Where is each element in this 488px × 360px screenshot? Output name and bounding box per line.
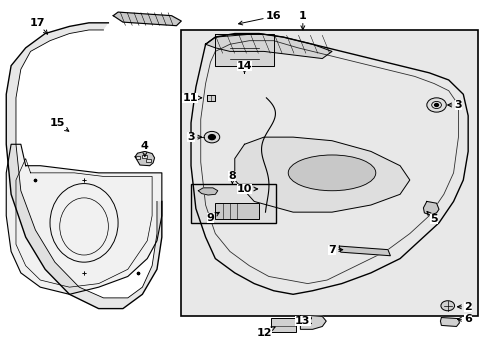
Circle shape xyxy=(426,98,446,112)
Circle shape xyxy=(434,104,438,107)
Polygon shape xyxy=(198,188,217,195)
Bar xyxy=(146,159,151,162)
Text: 12: 12 xyxy=(256,327,275,338)
Bar xyxy=(270,318,295,332)
Polygon shape xyxy=(440,318,458,327)
Polygon shape xyxy=(206,95,215,102)
Text: 9: 9 xyxy=(206,212,219,222)
Bar xyxy=(142,155,147,158)
Circle shape xyxy=(208,135,215,140)
Text: 8: 8 xyxy=(228,171,236,184)
Text: 10: 10 xyxy=(236,184,257,194)
Text: 5: 5 xyxy=(426,211,437,224)
Ellipse shape xyxy=(287,155,375,191)
Polygon shape xyxy=(423,202,438,215)
Circle shape xyxy=(440,301,454,311)
Circle shape xyxy=(203,131,219,143)
Bar xyxy=(181,30,477,316)
Polygon shape xyxy=(135,152,154,166)
Text: 4: 4 xyxy=(141,141,148,157)
Text: 16: 16 xyxy=(238,12,281,25)
Text: 1: 1 xyxy=(298,11,306,30)
Text: 14: 14 xyxy=(236,61,252,73)
Text: 3: 3 xyxy=(447,100,461,110)
Text: 17: 17 xyxy=(30,18,47,34)
Polygon shape xyxy=(205,33,331,59)
Polygon shape xyxy=(300,316,325,329)
Text: 7: 7 xyxy=(327,245,342,255)
Text: 13: 13 xyxy=(295,316,311,326)
Polygon shape xyxy=(6,23,162,309)
Polygon shape xyxy=(6,144,162,294)
Text: 15: 15 xyxy=(49,118,69,131)
Text: 2: 2 xyxy=(456,302,471,312)
Text: 3: 3 xyxy=(187,132,202,142)
Polygon shape xyxy=(113,12,181,26)
Bar xyxy=(135,156,140,159)
Text: 11: 11 xyxy=(182,93,202,103)
Text: 6: 6 xyxy=(456,314,471,324)
Bar xyxy=(191,184,276,223)
Polygon shape xyxy=(215,33,273,66)
Polygon shape xyxy=(234,137,409,212)
Polygon shape xyxy=(339,246,389,256)
Bar xyxy=(215,203,259,219)
